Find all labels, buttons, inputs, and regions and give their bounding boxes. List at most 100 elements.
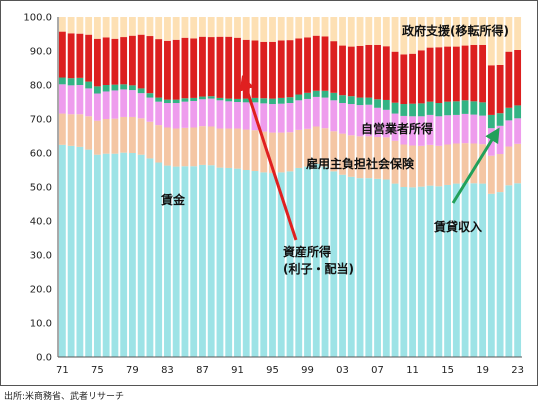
bars-layer bbox=[58, 17, 522, 357]
bar-segment-1-2000 bbox=[312, 126, 320, 164]
bar-segment-3-1982 bbox=[155, 97, 163, 102]
bar-segment-0-1982 bbox=[155, 162, 163, 357]
bar-segment-1-1988 bbox=[207, 126, 215, 166]
bar-segment-5-2014 bbox=[435, 17, 443, 48]
bar-segment-5-2004 bbox=[347, 17, 355, 47]
bar-segment-3-1989 bbox=[216, 97, 224, 101]
bar-segment-3-1979 bbox=[129, 85, 136, 91]
bar-segment-4-1971 bbox=[58, 31, 66, 78]
x-tick-label: 83 bbox=[161, 365, 174, 376]
bar-segment-2-1980 bbox=[137, 93, 145, 119]
bar-segment-5-1995 bbox=[269, 17, 276, 42]
bar-segment-4-1998 bbox=[295, 38, 303, 95]
bar-segment-0-2018 bbox=[470, 183, 478, 357]
bar-segment-1-1974 bbox=[85, 116, 93, 150]
x-tick-label: 75 bbox=[91, 365, 104, 376]
bar-segment-0-1999 bbox=[304, 166, 311, 357]
bar-segment-3-1983 bbox=[164, 99, 171, 104]
bar-segment-1-1986 bbox=[190, 127, 198, 167]
bar-segment-5-2018 bbox=[470, 17, 478, 45]
bar-segment-5-2016 bbox=[452, 17, 460, 47]
bar-segment-5-1989 bbox=[216, 17, 224, 37]
bar-segment-3-1971 bbox=[58, 77, 66, 85]
bar-segment-2-2013 bbox=[426, 114, 434, 145]
bar-segment-1-1979 bbox=[129, 116, 136, 153]
bar-segment-3-1974 bbox=[85, 81, 93, 89]
label-self-employed: 自営業者所得 bbox=[361, 121, 433, 136]
bar-segment-5-2005 bbox=[356, 17, 364, 46]
bar-segment-0-1992 bbox=[242, 170, 250, 357]
x-tick-label: 23 bbox=[511, 365, 524, 376]
bar-segment-3-1994 bbox=[260, 98, 268, 104]
bar-segment-0-1972 bbox=[67, 145, 75, 357]
y-tick-label: 0.0 bbox=[36, 353, 52, 364]
bar-segment-1-1978 bbox=[120, 116, 128, 153]
bar-segment-4-1991 bbox=[234, 37, 241, 99]
axes-layer: 0.0 10.0 20.0 30.0 40.0 50.0 60.0 70.0 80.0 90.0 1… bbox=[23, 13, 524, 377]
bar-segment-1-1993 bbox=[251, 130, 259, 172]
x-tick-label: 19 bbox=[476, 365, 489, 376]
bar-segment-3-2022 bbox=[505, 107, 513, 121]
bar-segment-2-1990 bbox=[225, 101, 233, 129]
bar-segment-5-2022 bbox=[505, 17, 513, 52]
bar-segment-0-2004 bbox=[347, 176, 355, 357]
bar-segment-3-1985 bbox=[181, 98, 189, 102]
bar-segment-1-2011 bbox=[409, 145, 416, 188]
bar-segment-3-1986 bbox=[190, 97, 198, 101]
bar-segment-2-2017 bbox=[461, 113, 469, 144]
bar-segment-5-2008 bbox=[382, 17, 390, 47]
bar-segment-2-2016 bbox=[452, 114, 460, 144]
bar-segment-1-2021 bbox=[496, 154, 504, 193]
bar-segment-0-2000 bbox=[312, 163, 320, 357]
bar-segment-3-2000 bbox=[312, 90, 320, 97]
bar-segment-3-2019 bbox=[479, 102, 487, 116]
bar-segment-4-1976 bbox=[102, 37, 110, 85]
bar-segment-1-2017 bbox=[461, 143, 469, 183]
bar-segment-2-1971 bbox=[58, 84, 66, 114]
bar-segment-5-1984 bbox=[172, 17, 180, 40]
bar-segment-5-2011 bbox=[409, 17, 416, 54]
bar-segment-0-1971 bbox=[58, 144, 66, 357]
bar-segment-1-1971 bbox=[58, 113, 66, 145]
bar-segment-3-1978 bbox=[120, 84, 128, 90]
bar-segment-3-2008 bbox=[382, 99, 390, 110]
bar-segment-0-2020 bbox=[487, 193, 495, 357]
bar-segment-1-1984 bbox=[172, 128, 180, 167]
bar-segment-0-2007 bbox=[374, 178, 381, 357]
bar-segment-1-2007 bbox=[374, 137, 381, 179]
y-tick-label: 40.0 bbox=[30, 217, 52, 228]
bar-segment-5-2009 bbox=[391, 17, 399, 52]
bar-segment-2-2011 bbox=[409, 116, 416, 146]
bar-segment-3-1996 bbox=[277, 97, 285, 104]
bar-segment-5-2001 bbox=[321, 17, 329, 37]
bar-segment-0-1979 bbox=[129, 153, 136, 357]
bar-segment-5-2002 bbox=[330, 17, 338, 42]
bar-segment-1-1989 bbox=[216, 128, 224, 168]
bar-segment-3-1991 bbox=[234, 98, 241, 102]
bar-segment-2-1998 bbox=[295, 100, 303, 130]
bar-segment-4-2023 bbox=[514, 49, 522, 106]
bar-segment-2-1977 bbox=[111, 90, 119, 119]
x-tick-label: 03 bbox=[336, 365, 349, 376]
bar-segment-4-1987 bbox=[199, 36, 206, 97]
y-tick-label: 10.0 bbox=[30, 319, 52, 330]
bar-segment-2-1981 bbox=[146, 97, 154, 122]
bar-segment-3-1995 bbox=[269, 98, 276, 105]
bar-segment-4-1992 bbox=[242, 39, 250, 99]
bar-segment-0-1995 bbox=[269, 173, 276, 357]
source-note: 出所:米商務省、武者リサーチ bbox=[4, 392, 125, 402]
bar-segment-0-1987 bbox=[199, 164, 206, 357]
bar-segment-1-2012 bbox=[417, 145, 425, 187]
bar-segment-4-2005 bbox=[356, 45, 364, 98]
bar-segment-1-1976 bbox=[102, 119, 110, 154]
bar-segment-4-1995 bbox=[269, 41, 276, 99]
x-tick-label: 07 bbox=[371, 365, 384, 376]
bar-segment-1-1992 bbox=[242, 129, 250, 170]
bar-segment-0-1984 bbox=[172, 166, 180, 357]
bar-segment-4-1983 bbox=[164, 40, 171, 100]
bar-segment-2-2004 bbox=[347, 104, 355, 136]
bar-segment-0-2010 bbox=[400, 187, 408, 357]
y-tick-label: 20.0 bbox=[30, 285, 52, 296]
bar-segment-3-1984 bbox=[172, 99, 180, 104]
bar-segment-4-2021 bbox=[496, 64, 504, 114]
